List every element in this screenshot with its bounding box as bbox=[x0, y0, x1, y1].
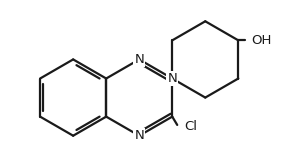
Text: N: N bbox=[134, 129, 144, 142]
Text: N: N bbox=[134, 53, 144, 66]
Text: N: N bbox=[167, 72, 177, 85]
Text: OH: OH bbox=[252, 34, 272, 47]
Text: Cl: Cl bbox=[184, 120, 197, 133]
